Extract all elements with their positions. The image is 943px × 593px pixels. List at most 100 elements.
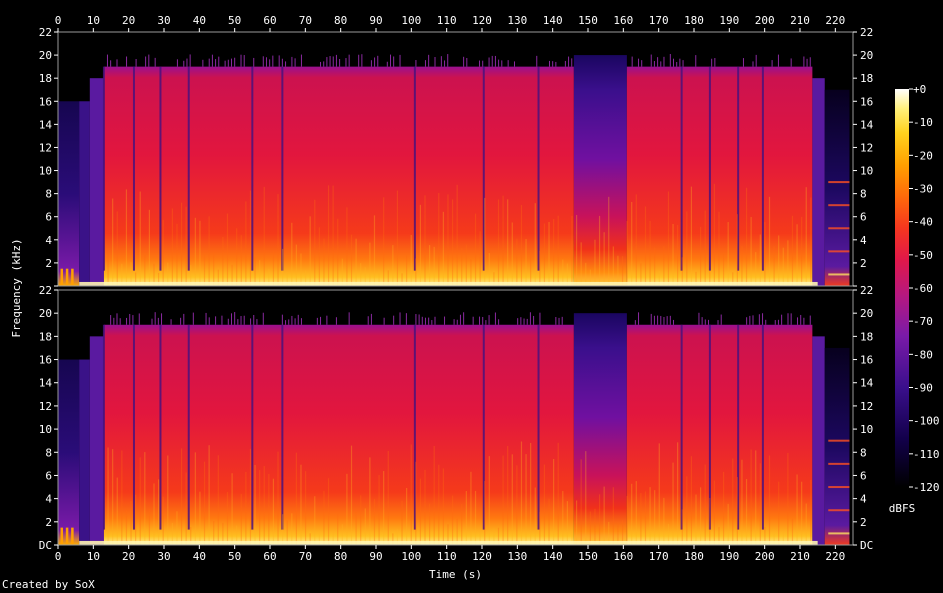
y-tick-label: 4	[45, 493, 52, 506]
colorbar: +0 -10 -20 -30 -40 -50 -60 -70 -80 -90 -100 -110 -12…	[889, 83, 940, 515]
x-tick-label-top: 190	[719, 14, 739, 27]
x-tick-label: 200	[755, 550, 775, 563]
colorbar-tick-label: +0	[913, 83, 926, 96]
credit-text: Created by SoX	[2, 578, 95, 591]
x-tick-label-top: 130	[507, 14, 527, 27]
y-tick-label-right: 18	[860, 330, 873, 343]
y-tick-label: 14	[39, 377, 53, 390]
x-tick-label: 220	[825, 550, 845, 563]
colorbar-tick-label: -70	[913, 315, 933, 328]
x-tick-label: 150	[578, 550, 598, 563]
colorbar-tick-label: -50	[913, 249, 933, 262]
y-tick-label-right: DC	[860, 539, 873, 552]
y-tick-label-right: 20	[860, 307, 873, 320]
y-tick-label-right: 4	[860, 493, 867, 506]
x-axis-label: Time (s)	[429, 568, 482, 581]
x-tick-label: 210	[790, 550, 810, 563]
y-tick-label-right: 4	[860, 234, 867, 247]
x-tick-label-top: 120	[472, 14, 492, 27]
y-tick-label: 10	[39, 423, 52, 436]
colorbar-tick-label: -110	[913, 448, 940, 461]
x-tick-label-top: 160	[613, 14, 633, 27]
x-tick-label: 170	[649, 550, 669, 563]
y-tick-label: 20	[39, 307, 52, 320]
x-tick-label-top: 170	[649, 14, 669, 27]
colorbar-tick-label: -80	[913, 348, 933, 361]
channel-2-panel	[58, 290, 853, 545]
y-tick-label-right: 8	[860, 188, 867, 201]
x-tick-label: 80	[334, 550, 347, 563]
y-tick-label-right: 22	[860, 284, 873, 297]
x-tick-label-top: 180	[684, 14, 704, 27]
x-tick-label-top: 80	[334, 14, 347, 27]
y-tick-label: 14	[39, 118, 53, 131]
y-tick-label-right: 10	[860, 423, 873, 436]
x-tick-label-top: 20	[122, 14, 135, 27]
x-tick-label: 180	[684, 550, 704, 563]
x-tick-label: 160	[613, 550, 633, 563]
colorbar-tick-label: -40	[913, 216, 933, 229]
x-tick-label: 100	[401, 550, 421, 563]
y-tick-label: 18	[39, 330, 52, 343]
y-tick-label-right: 18	[860, 72, 873, 85]
y-tick-label: 22	[39, 284, 52, 297]
y-tick-label: 22	[39, 26, 52, 39]
y-tick-label: 6	[45, 211, 52, 224]
y-axis-label: Frequency (kHz)	[10, 238, 23, 337]
y-tick-label-right: 20	[860, 49, 873, 62]
x-tick-label: 70	[299, 550, 312, 563]
colorbar-tick-label: -20	[913, 149, 933, 162]
y-tick-label-right: 12	[860, 141, 873, 154]
y-tick-label: 2	[45, 257, 52, 270]
x-tick-label-top: 60	[263, 14, 276, 27]
y-tick-label-right: 14	[860, 118, 874, 131]
y-tick-label-right: 8	[860, 446, 867, 459]
colorbar-label: dBFS	[889, 502, 916, 515]
x-tick-label-top: 10	[87, 14, 100, 27]
x-tick-label-top: 150	[578, 14, 598, 27]
colorbar-tick-label: -100	[913, 415, 940, 428]
x-tick-label-top: 140	[543, 14, 563, 27]
x-tick-label: 130	[507, 550, 527, 563]
y-tick-label-right: 12	[860, 400, 873, 413]
y-tick-label: 8	[45, 188, 52, 201]
y-tick-label: 2	[45, 516, 52, 529]
y-tick-label: 16	[39, 95, 52, 108]
x-tick-label: 60	[263, 550, 276, 563]
y-tick-label-right: 2	[860, 516, 867, 529]
x-tick-label-top: 50	[228, 14, 241, 27]
colorbar-tick-label: -90	[913, 382, 933, 395]
x-tick-label-top: 220	[825, 14, 845, 27]
y-tick-label-right: 16	[860, 95, 873, 108]
x-tick-label-top: 90	[369, 14, 382, 27]
y-tick-label: 8	[45, 446, 52, 459]
x-tick-label: 190	[719, 550, 739, 563]
y-tick-label: 12	[39, 141, 52, 154]
colorbar-tick-label: -30	[913, 183, 933, 196]
y-tick-label: 10	[39, 165, 52, 178]
x-tick-label: 0	[55, 550, 62, 563]
x-tick-label-top: 30	[157, 14, 170, 27]
y-tick-label-right: 14	[860, 377, 874, 390]
x-tick-label: 30	[157, 550, 170, 563]
colorbar-tick-label: -120	[913, 481, 940, 494]
y-tick-label: 16	[39, 354, 52, 367]
y-tick-label-right: 2	[860, 257, 867, 270]
y-tick-label-right: 6	[860, 469, 867, 482]
x-tick-label: 110	[437, 550, 457, 563]
x-tick-label: 50	[228, 550, 241, 563]
y-tick-label-right: 6	[860, 211, 867, 224]
y-tick-label: 20	[39, 49, 52, 62]
colorbar-tick-label: -60	[913, 282, 933, 295]
y-tick-label-right: 16	[860, 354, 873, 367]
x-tick-label: 90	[369, 550, 382, 563]
x-tick-label: 10	[87, 550, 100, 563]
y-tick-label: 6	[45, 469, 52, 482]
x-tick-label: 140	[543, 550, 563, 563]
x-tick-label: 40	[193, 550, 206, 563]
colorbar-gradient	[895, 89, 909, 487]
x-tick-label-top: 40	[193, 14, 206, 27]
x-tick-label-top: 200	[755, 14, 775, 27]
